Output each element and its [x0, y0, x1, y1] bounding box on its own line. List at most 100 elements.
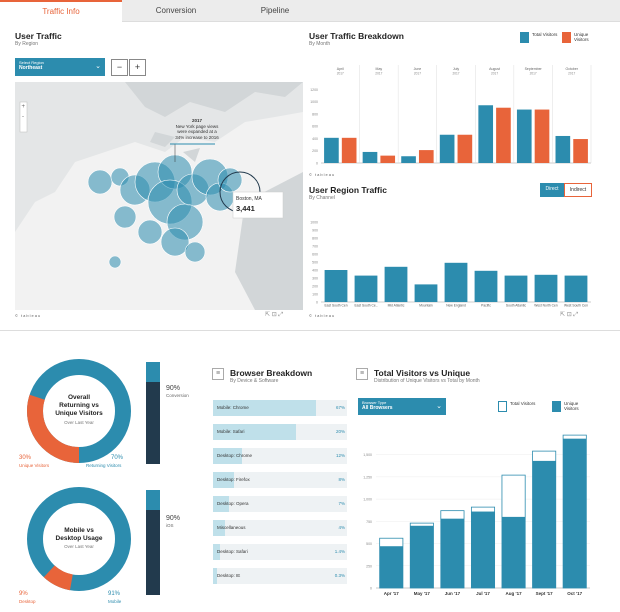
year-label: 2017: [568, 72, 575, 76]
total-visitors-chart[interactable]: 0 250 500 750 1,000 1,250 1,500 Apr '17 May '17 J…: [356, 420, 596, 600]
browser-row[interactable]: Miscellaneous 4%: [213, 520, 347, 536]
month-label: July: [453, 67, 459, 71]
region-label: Mountain: [419, 304, 433, 308]
month-label: Aug '17: [506, 591, 523, 596]
toggle-direct[interactable]: Direct: [540, 183, 564, 197]
y-tick-label: 0: [370, 587, 372, 591]
tab-traffic-info[interactable]: Traffic Info: [0, 0, 122, 22]
great-lakes: [150, 132, 200, 162]
breakdown-title: User Traffic Breakdown: [309, 31, 404, 41]
browser-row[interactable]: Desktop: IE 0.3%: [213, 568, 347, 584]
bubble: [108, 255, 122, 269]
bar-unique: [563, 438, 587, 588]
region-label: New England: [446, 304, 466, 308]
y-tick-label: 1200: [310, 88, 318, 92]
tab-bar: Traffic Info Conversion Pipeline: [0, 0, 620, 22]
mobile-left-label: Desktop: [19, 599, 36, 604]
bar-unique: [341, 137, 357, 163]
map-subtitle: By Region: [15, 41, 39, 47]
map-nav-control: [19, 101, 28, 133]
ios-bar-top: [146, 490, 160, 510]
bubble: [137, 219, 163, 245]
y-tick-label: 1000: [310, 221, 318, 225]
region-title: User Region Traffic: [309, 185, 387, 195]
browser-type-select[interactable]: Browser Type All Browsers ⌄: [358, 398, 446, 415]
tooltip-value: 3,441: [236, 204, 255, 213]
bar-total: [439, 134, 455, 163]
chevron-down-icon: ⌄: [95, 63, 101, 70]
annotation-line-3: were expanded at a: [177, 129, 217, 134]
region-select[interactable]: Select Region Northeast ⌄: [15, 58, 105, 76]
region-label: South Atlantic: [506, 304, 527, 308]
browser-row[interactable]: Desktop: Safari 1.4%: [213, 544, 347, 560]
browser-row[interactable]: Mobile: Chrome 67%: [213, 400, 347, 416]
annotation-line-2: New York page views: [175, 123, 219, 129]
month-label: Jul '17: [476, 591, 490, 596]
month-label: Apr '17: [384, 591, 400, 596]
y-tick-label: 500: [312, 261, 318, 265]
bar-total: [478, 105, 494, 163]
region-share-icons[interactable]: ⇱ ⊡ ⤢: [560, 312, 579, 318]
browser-bar-fill: [213, 472, 235, 488]
ios-label: iOS: [166, 523, 174, 528]
bar-unique: [457, 134, 473, 163]
y-tick-label: 400: [312, 269, 318, 273]
y-tick-label: 300: [312, 277, 318, 281]
mobile-title-1: Mobile vs: [64, 527, 94, 534]
region-label: West North Cen: [534, 304, 558, 308]
breakdown-footer: © tableau: [309, 172, 336, 177]
browser-label: Mobile: Safari: [217, 429, 245, 434]
bubble: [217, 167, 243, 193]
map-share-icons[interactable]: ⇱ ⊡ ⤢: [265, 312, 284, 318]
region-bar: [504, 275, 528, 302]
region-label: Pacific: [481, 304, 491, 308]
y-tick-label: 800: [312, 112, 318, 116]
zoom-in-button[interactable]: +: [129, 59, 146, 76]
legend2-total-label: Total Visitors: [510, 401, 536, 406]
region-label: West South Cen: [564, 304, 588, 308]
browser-row[interactable]: Desktop: Chrome 12%: [213, 448, 347, 464]
donut-mobile-slice: [27, 487, 131, 591]
legend-unique-label: Unique Visitors: [574, 32, 589, 42]
chevron-down-icon: ⌄: [436, 403, 442, 410]
bar-unique: [573, 139, 588, 163]
ios-pct: 90%: [166, 515, 181, 522]
tab-conversion[interactable]: Conversion: [155, 6, 197, 15]
returning-title: Overall Returning vs Unique Visitors: [45, 394, 113, 418]
browser-value: 12%: [335, 453, 345, 458]
y-tick-label: 800: [312, 237, 318, 241]
returning-donut[interactable]: [15, 357, 143, 465]
region-footer: © tableau: [309, 313, 336, 318]
zoom-out-button[interactable]: −: [111, 59, 128, 76]
browser-value: 4%: [338, 525, 345, 530]
year-label: 2017: [375, 72, 382, 76]
browser-bar-fill: [213, 544, 220, 560]
year-label: 2017: [530, 72, 537, 76]
section-divider: [0, 330, 620, 331]
bubble: [160, 227, 190, 257]
water-north: [125, 82, 303, 117]
map-annotation: 2017 New York page views were expanded a…: [167, 118, 227, 140]
y-tick-label: 100: [312, 293, 318, 297]
traffic-breakdown-chart[interactable]: 020040060080010001200April2017May2017Jun…: [307, 63, 597, 173]
region-label: East South Ce..: [354, 304, 377, 308]
mobile-right-pct: 91%: [108, 591, 121, 597]
mobile-right-label: Mobile: [108, 599, 122, 604]
traffic-map[interactable]: + -: [15, 82, 303, 310]
tab-pipeline[interactable]: Pipeline: [260, 6, 290, 15]
legend2-unique-swatch: [552, 401, 561, 412]
region-subtitle: By Channel: [309, 195, 335, 201]
month-label: April: [337, 67, 344, 71]
y-tick-label: 750: [366, 520, 372, 524]
browser-label: Mobile: Chrome: [217, 405, 249, 410]
browser-row[interactable]: Mobile: Safari 20%: [213, 424, 347, 440]
list-icon: ≡: [212, 368, 224, 380]
region-bar: [564, 275, 588, 302]
region-traffic-chart[interactable]: 0 100 200 300 400 500 600 700 800 900 1000 East Sou…: [307, 218, 597, 318]
browser-row[interactable]: Desktop: Firefox 8%: [213, 472, 347, 488]
toggle-indirect[interactable]: Indirect: [564, 183, 592, 197]
browser-row[interactable]: Desktop: Opera 7%: [213, 496, 347, 512]
mobile-donut[interactable]: [15, 485, 143, 593]
browser-label: Desktop: IE: [217, 573, 241, 578]
y-tick-label: 600: [312, 125, 318, 129]
